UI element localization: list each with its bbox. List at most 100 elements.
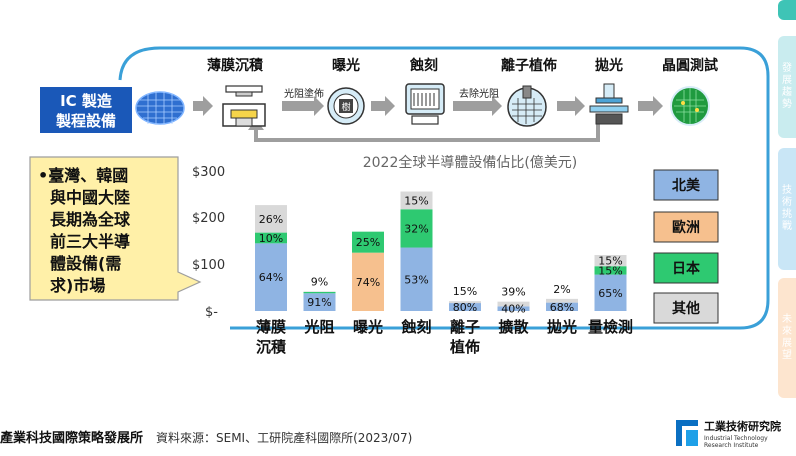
- ic-label-box: [40, 87, 132, 133]
- data-label: 10%: [259, 232, 283, 245]
- callout-line-6: 求)市場: [50, 276, 105, 295]
- step-title-6: 晶圓測試: [662, 57, 718, 74]
- bar-segment: [546, 298, 578, 303]
- ion-implant-icon: [507, 85, 547, 127]
- wafer-test-icon: [670, 86, 710, 126]
- category-label: 離子: [450, 318, 480, 336]
- data-label: 40%: [501, 303, 525, 316]
- bar-segment: [400, 191, 433, 210]
- bar-segment: [352, 231, 384, 253]
- bar-segment: [594, 255, 627, 267]
- bar-segment: [352, 252, 384, 311]
- data-label: 53%: [404, 273, 428, 286]
- data-label: 15%: [598, 264, 622, 277]
- category-label: 拋光: [547, 318, 577, 336]
- logo-en-2: Research Institute: [704, 442, 759, 449]
- legend-label-na: 北美: [672, 177, 701, 194]
- side-tab-label-2: 技術挑戰: [782, 185, 792, 232]
- bar-segment: [594, 274, 627, 311]
- side-tab-label-1: 發展趨勢: [782, 63, 792, 110]
- etch-icon: [405, 83, 445, 125]
- data-label: 65%: [598, 287, 622, 300]
- data-label: 68%: [550, 301, 574, 314]
- exposure-icon: 樹: [327, 87, 365, 125]
- callout-line-3: 長期為全球: [50, 210, 131, 229]
- category-label: 沉積: [256, 338, 287, 356]
- bar-segment: [303, 291, 336, 294]
- callout-line-4: 前三大半導: [50, 232, 130, 251]
- legend-label-other: 其他: [672, 300, 700, 317]
- ic-label-line2: 製程設備: [55, 112, 116, 130]
- process-frame: [160, 46, 770, 330]
- side-tab-label-3: 未來展望: [782, 314, 792, 361]
- category-label: 薄膜: [256, 318, 286, 336]
- bar-segment: [449, 301, 481, 304]
- itri-logo: 工業技術研究院 Industrial Technology Research I…: [676, 419, 781, 449]
- data-label: 25%: [356, 236, 380, 249]
- data-label: 2%: [553, 283, 570, 296]
- legend-box-jp: [653, 252, 719, 284]
- footer-source: 資料來源：SEMI、工研院產科國際所(2023/07): [156, 430, 412, 445]
- side-tab-trends[interactable]: [778, 0, 796, 20]
- callout-line-5: 體設備(需: [50, 254, 121, 273]
- bar-segment: [255, 232, 287, 244]
- polish-icon: [589, 83, 629, 125]
- callout-note: •臺灣、韓國 與中國大陸 長期為全球 前三大半導 體設備(需 求)市場: [29, 156, 202, 301]
- bar-segment: [497, 301, 530, 307]
- y-axis: $300 $200 $100 $-: [192, 165, 225, 320]
- category-label: 植佈: [450, 338, 480, 356]
- callout-line-1: •臺灣、韓國: [38, 166, 128, 185]
- category-label: 擴散: [498, 318, 529, 336]
- y-tick-100: $100: [192, 258, 225, 273]
- side-tab-development-trends[interactable]: 發展趨勢: [778, 36, 796, 138]
- data-label: 15%: [404, 194, 428, 207]
- exposure-chip-glyph: 樹: [341, 101, 350, 113]
- side-tab-future-outlook[interactable]: 未來展望: [778, 278, 796, 398]
- category-label: 量檢測: [588, 318, 633, 336]
- step-title-1: 薄膜沉積: [207, 57, 264, 74]
- bar-series-group: 64% 10% 26% 91% 9% 25% 74% 53% 32% 15% 80% 15% 40% 39…: [255, 191, 627, 316]
- data-label: 9%: [311, 275, 328, 288]
- legend: 北美 歐洲 日本 其他: [653, 169, 719, 324]
- bar-segment: [400, 209, 433, 248]
- process-frame-left: [118, 46, 161, 81]
- legend-box-other: [653, 292, 719, 324]
- y-tick-200: $200: [192, 211, 225, 226]
- step-title-2: 曝光: [332, 57, 360, 74]
- deposition-icon: [222, 85, 266, 127]
- legend-label-jp: 日本: [672, 260, 701, 277]
- y-tick-0: $-: [205, 305, 218, 320]
- data-label: 74%: [356, 276, 380, 289]
- side-tab-technical-challenges[interactable]: 技術挑戰: [778, 148, 796, 270]
- category-label: 光阻: [303, 318, 334, 336]
- bar-segment: [546, 302, 578, 311]
- step-title-4: 離子植佈: [501, 57, 557, 74]
- sub-label-strip: 去除光阻: [459, 87, 499, 100]
- footer-org: 產業科技國際策略發展所: [0, 430, 143, 446]
- data-label: 15%: [598, 255, 622, 268]
- legend-label-eu: 歐洲: [672, 219, 700, 236]
- category-label: 曝光: [353, 318, 383, 336]
- callout-line-2: 與中國大陸: [50, 188, 130, 207]
- process-arrows: [193, 96, 663, 116]
- bar-segment: [255, 243, 287, 311]
- sub-label-coat: 光阻塗佈: [284, 87, 324, 100]
- data-label: 39%: [501, 286, 525, 299]
- data-label: 32%: [404, 222, 428, 235]
- bar-segment: [497, 306, 530, 311]
- data-label: 64%: [259, 271, 283, 284]
- step-title-3: 蝕刻: [409, 57, 438, 74]
- data-label: 26%: [259, 213, 283, 226]
- bar-segment: [594, 266, 627, 275]
- chart-title: 2022全球半導體設備佔比(億美元): [363, 154, 578, 171]
- legend-box-na: [653, 169, 719, 201]
- bar-segment: [449, 303, 481, 311]
- legend-box-eu: [653, 211, 719, 243]
- logo-en-1: Industrial Technology: [704, 435, 768, 442]
- data-label: 15%: [453, 285, 477, 298]
- bar-segment: [400, 247, 433, 311]
- wafer-icon: [135, 91, 185, 125]
- bar-segment: [303, 293, 336, 311]
